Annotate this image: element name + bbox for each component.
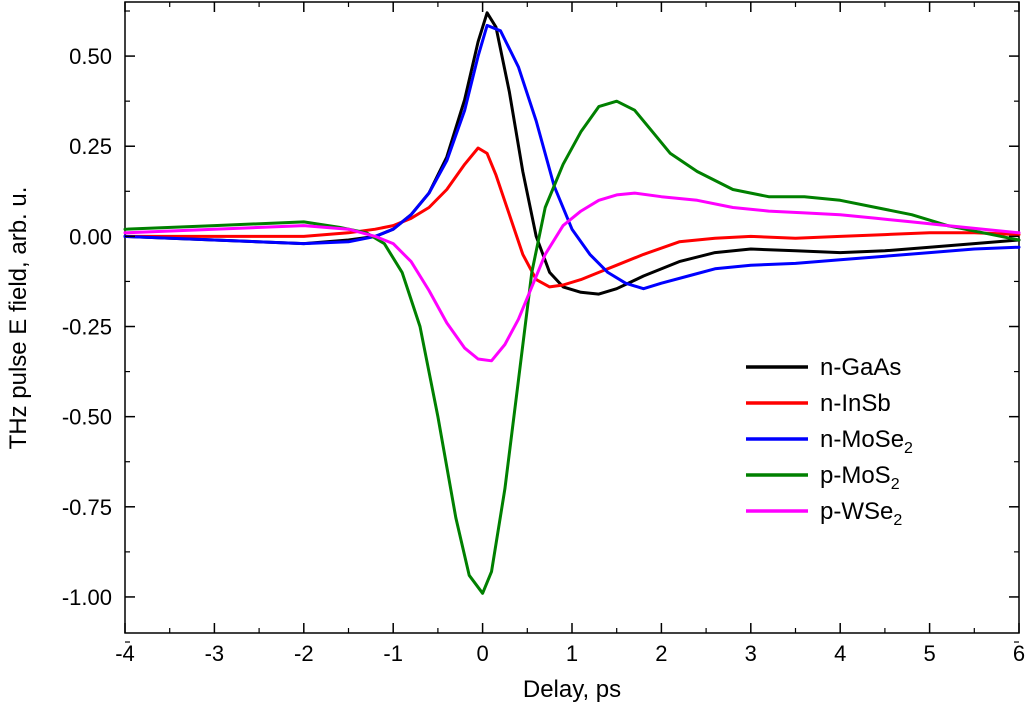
y-tick-label: 0.00 bbox=[69, 224, 112, 249]
legend-label: n-InSb bbox=[820, 390, 891, 417]
y-tick-label: -0.50 bbox=[62, 405, 112, 430]
legend-label: n-MoSe2 bbox=[820, 426, 913, 457]
x-tick-label: -4 bbox=[115, 641, 135, 666]
series-line bbox=[123, 11, 1021, 296]
y-tick-label: 0.50 bbox=[69, 44, 112, 69]
legend-label: p-MoS2 bbox=[820, 462, 900, 493]
x-tick-label: -3 bbox=[205, 641, 225, 666]
x-tick-label: 0 bbox=[476, 641, 488, 666]
x-tick-label: -1 bbox=[383, 641, 403, 666]
series-p-wse2 bbox=[123, 191, 1021, 363]
plot-frame bbox=[124, 1, 1020, 634]
x-tick-label: 4 bbox=[834, 641, 846, 666]
legend-label: n-GaAs bbox=[820, 354, 901, 381]
legend: n-GaAs n-InSb n-MoSe2 p-MoS2 p-WSe2 bbox=[746, 354, 913, 529]
y-tick-label: -1.00 bbox=[62, 585, 112, 610]
x-axis-title: Delay, ps bbox=[523, 676, 621, 703]
series-layer bbox=[123, 11, 1021, 595]
y-axis-title: THz pulse E field, arb. u. bbox=[5, 187, 32, 450]
x-tick-label: 1 bbox=[566, 641, 578, 666]
y-tick-label: -0.75 bbox=[62, 495, 112, 520]
y-tick-label: -0.25 bbox=[62, 315, 112, 340]
legend-entry: n-GaAs bbox=[746, 354, 901, 381]
x-tick-label: 6 bbox=[1013, 641, 1025, 666]
x-tick-label: 3 bbox=[745, 641, 757, 666]
series-p-mos2 bbox=[123, 99, 1021, 595]
y-tick-label: 0.25 bbox=[69, 134, 112, 159]
legend-entry: n-InSb bbox=[746, 390, 891, 417]
legend-entry: p-MoS2 bbox=[746, 462, 900, 493]
x-tick-label: -2 bbox=[294, 641, 314, 666]
legend-entry: p-WSe2 bbox=[746, 498, 902, 529]
tick-labels-layer: -4 -3 -2 -1 0 1 2 3 4 5 6 0.50 0.25 0.00 -0.25 -0.50 -0.… bbox=[62, 44, 1025, 666]
series-line bbox=[123, 23, 1021, 291]
series-n-mose2 bbox=[123, 23, 1021, 291]
ticks-layer bbox=[124, 2, 1020, 643]
legend-entry: n-MoSe2 bbox=[746, 426, 913, 457]
series-n-gaas bbox=[123, 11, 1021, 296]
legend-label: p-WSe2 bbox=[820, 498, 902, 529]
series-line bbox=[123, 99, 1021, 595]
x-tick-label: 5 bbox=[923, 641, 935, 666]
x-tick-label: 2 bbox=[655, 641, 667, 666]
series-line bbox=[123, 191, 1021, 363]
